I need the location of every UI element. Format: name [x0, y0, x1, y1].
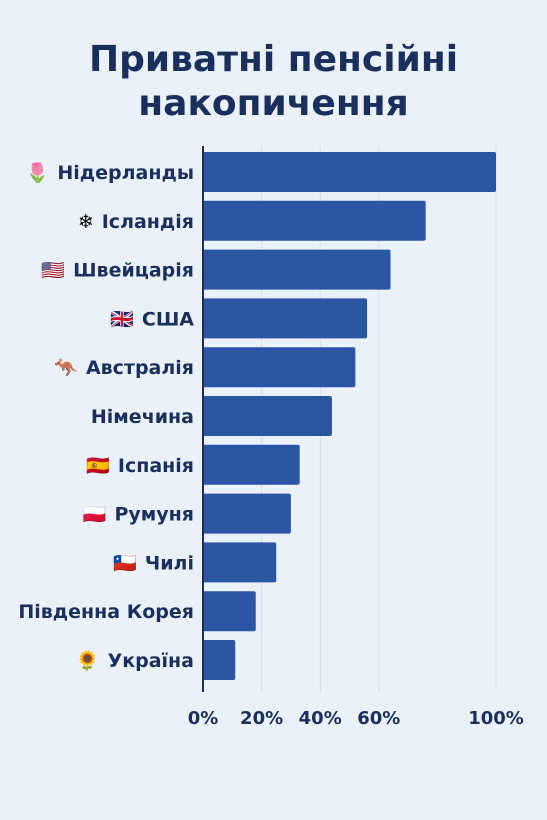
category-label-8: Чилі: [145, 552, 194, 574]
x-tick-label-0: 0%: [188, 708, 219, 729]
category-label-9: Південна Корея: [18, 601, 194, 623]
x-tick-label-3: 60%: [357, 708, 400, 729]
category-label-0: Нідерланды: [57, 162, 194, 184]
bar-2: [203, 249, 391, 290]
category-labels: Нідерланды 🌷 Ісландія ❄ Швейцарія 🇺🇸 США 🇬🇧 Авст…: [18, 161, 194, 672]
flag-spain-icon: 🇪🇸: [86, 455, 110, 477]
flag-uk-icon: 🇬🇧: [110, 308, 134, 330]
bar-9: [203, 591, 256, 632]
category-label-1: Ісландія: [102, 211, 194, 233]
chart-title: Приватні пенсійні накопичення: [0, 38, 547, 126]
category-label-4: Австралія: [86, 357, 194, 379]
tulip-icon: 🌷: [26, 161, 50, 184]
bar-7: [203, 493, 291, 534]
category-label-7: Румуня: [114, 504, 194, 526]
bar-5: [203, 396, 332, 436]
category-label-3: США: [142, 308, 194, 330]
chart-title-line-2: накопичення: [138, 83, 409, 124]
bar-3: [203, 298, 368, 339]
kangaroo-icon: 🦘: [54, 357, 78, 379]
bar-4: [203, 347, 356, 388]
bar-8: [203, 542, 277, 583]
bar-10: [203, 640, 236, 680]
sunflower-icon: 🌻: [76, 649, 100, 672]
x-tick-label-4: 100%: [468, 708, 524, 729]
bar-0: [203, 152, 496, 192]
category-label-5: Німечина: [91, 406, 194, 428]
chart-title-line-1: Приватні пенсійні: [88, 39, 459, 80]
bars: [203, 152, 496, 680]
category-label-6: Іспанія: [118, 455, 194, 477]
flag-poland-icon: 🇵🇱: [83, 504, 107, 526]
x-tick-label-2: 40%: [299, 708, 342, 729]
snowflake-icon: ❄: [78, 211, 94, 233]
x-tick-label-1: 20%: [240, 708, 283, 729]
flag-chile-icon: 🇨🇱: [113, 552, 137, 574]
x-axis-ticks: 0% 20% 40% 60% 100%: [188, 708, 524, 729]
category-label-10: Україна: [108, 650, 194, 672]
bar-1: [203, 200, 426, 241]
category-label-2: Швейцарія: [73, 260, 194, 282]
flag-us-icon: 🇺🇸: [41, 260, 65, 282]
bar-6: [203, 444, 300, 485]
